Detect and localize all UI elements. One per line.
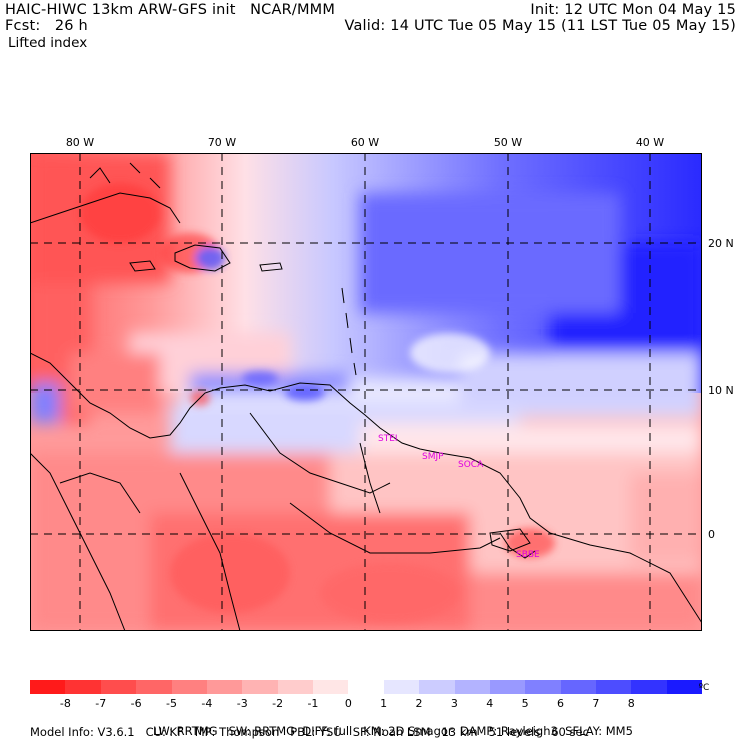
station-soca: SOCA <box>458 460 484 470</box>
colorbar-tick-label: 0 <box>344 697 352 710</box>
colorbar-swatch <box>242 680 278 694</box>
colorbar-tick-label: 1 <box>380 697 388 710</box>
lifted-index-map: STEI SMJP SOCA SBBE <box>30 153 702 631</box>
colorbar-tick-label: 8 <box>627 697 635 710</box>
colorbar-tick-label: 6 <box>557 697 565 710</box>
colorbar-unit: ºC <box>698 683 710 693</box>
field-name: Lifted index <box>8 35 88 51</box>
lat-label-20n: 20 N <box>708 237 734 250</box>
lon-label-60w: 60 W <box>350 136 380 149</box>
colorbar-swatch <box>666 680 703 694</box>
colorbar-swatch <box>383 680 420 694</box>
station-sbbe: SBBE <box>516 550 540 560</box>
init-time: Init: 12 UTC Mon 04 May 15 <box>530 2 736 18</box>
colorbar-tick-label: -7 <box>95 697 107 710</box>
colorbar-swatch <box>525 680 561 694</box>
lat-label-10n: 10 N <box>708 384 734 397</box>
colorbar-tick-label: -1 <box>307 697 319 710</box>
forecast-hour: Fcst: 26 h <box>5 18 88 34</box>
colorbar-swatch <box>596 680 632 694</box>
station-stei: STEI <box>378 434 398 444</box>
station-smjp: SMJP <box>422 452 444 462</box>
colorbar-tick-label: 7 <box>592 697 600 710</box>
colorbar-swatch <box>206 680 243 694</box>
colorbar-tick-label: 2 <box>415 697 423 710</box>
colorbar-swatch <box>277 680 313 694</box>
colorbar-swatch <box>136 680 172 694</box>
colorbar-swatch <box>30 680 66 694</box>
colorbar <box>30 680 703 694</box>
footer-line1: Model Info: V3.6.1 CU: KF MP: Thompson P… <box>30 725 589 739</box>
valid-time: Valid: 14 UTC Tue 05 May 15 (11 LST Tue … <box>344 18 736 34</box>
footer-line2: LW: RRTMG SW: RRTMG DIFF: full KM: 2D Sm… <box>153 724 633 738</box>
colorbar-swatch <box>560 680 596 694</box>
lon-label-40w: 40 W <box>635 136 665 149</box>
colorbar-tick-label: -3 <box>236 697 248 710</box>
colorbar-swatch <box>348 680 384 694</box>
colorbar-tick-label: -8 <box>59 697 71 710</box>
colorbar-swatch <box>100 680 137 694</box>
lat-label-0: 0 <box>708 528 715 541</box>
colorbar-swatch <box>65 680 101 694</box>
colorbar-tick-label: -2 <box>272 697 284 710</box>
colorbar-swatch <box>313 680 349 694</box>
colorbar-tick-label: 4 <box>486 697 494 710</box>
colorbar-tick-label: -4 <box>201 697 213 710</box>
lon-label-70w: 70 W <box>207 136 237 149</box>
colorbar-swatch <box>419 680 455 694</box>
colorbar-swatch <box>454 680 490 694</box>
colorbar-tick-label: -6 <box>130 697 142 710</box>
colorbar-tick-label: 5 <box>521 697 529 710</box>
lon-label-50w: 50 W <box>493 136 523 149</box>
colorbar-tick-label: 3 <box>450 697 458 710</box>
colorbar-tick-label: -5 <box>165 697 177 710</box>
colorbar-swatch <box>631 680 667 694</box>
model-title: HAIC-HIWC 13km ARW-GFS init NCAR/MMM <box>5 2 336 18</box>
colorbar-swatch <box>489 680 526 694</box>
colorbar-swatch <box>171 680 207 694</box>
lon-label-80w: 80 W <box>65 136 95 149</box>
